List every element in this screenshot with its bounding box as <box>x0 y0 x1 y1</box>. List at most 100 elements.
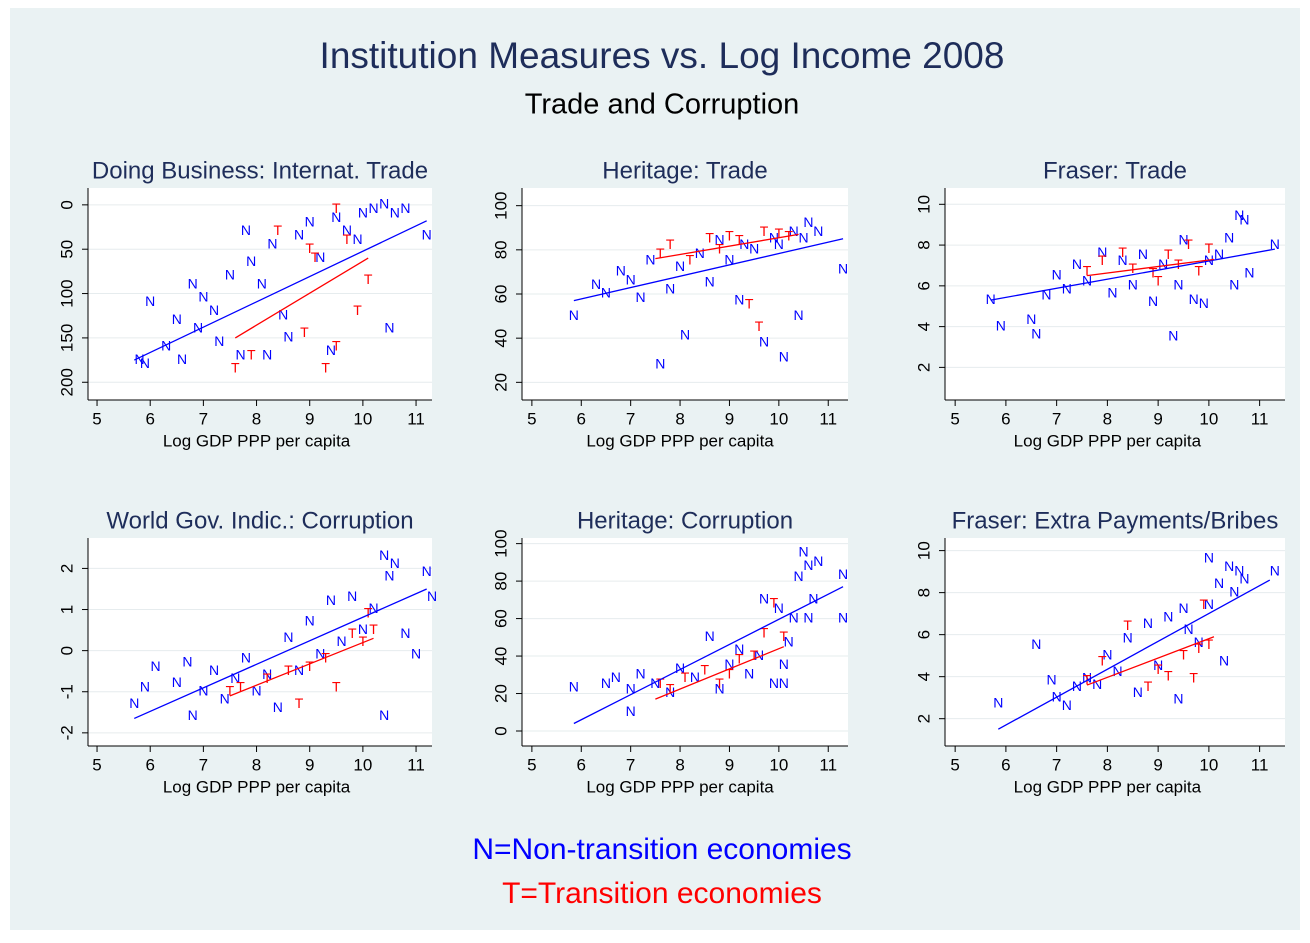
point-marker: T <box>1154 661 1163 677</box>
point-marker: N <box>1143 615 1153 631</box>
point-marker: N <box>774 600 784 616</box>
point-marker: N <box>257 275 267 291</box>
point-marker: N <box>789 609 799 625</box>
point-marker: N <box>1270 236 1280 252</box>
point-marker: N <box>611 669 621 685</box>
point-marker: N <box>569 679 579 695</box>
point-marker: N <box>715 680 725 696</box>
point-marker: N <box>188 707 198 723</box>
point-marker: N <box>705 274 715 290</box>
x-tick-label: 10 <box>353 755 372 774</box>
point-marker: N <box>1204 596 1214 612</box>
x-tick-label: 5 <box>950 409 959 428</box>
point-marker: T <box>1205 636 1214 652</box>
point-marker: T <box>311 249 320 265</box>
point-marker: N <box>1239 571 1249 587</box>
x-tick-label: 10 <box>353 409 372 428</box>
point-marker: N <box>172 674 182 690</box>
panel-title: Fraser: Trade <box>1043 157 1187 184</box>
fit-line <box>990 248 1275 301</box>
x-tick-label: 8 <box>675 409 684 428</box>
point-marker: T <box>236 678 245 694</box>
point-marker: N <box>1031 636 1041 652</box>
plot-area <box>945 188 1285 400</box>
point-marker: T <box>305 240 314 256</box>
x-tick-label: 6 <box>577 409 586 428</box>
point-marker: T <box>1098 252 1107 268</box>
fit-line <box>655 233 799 260</box>
point-marker: N <box>675 258 685 274</box>
point-marker: N <box>1148 293 1158 309</box>
x-tick-label: 11 <box>407 755 425 774</box>
point-marker: N <box>1189 291 1199 307</box>
point-marker: N <box>379 547 389 563</box>
point-marker: T <box>656 675 665 691</box>
point-marker: N <box>1229 277 1239 293</box>
point-marker: N <box>390 555 400 571</box>
y-tick-label: 40 <box>491 647 510 666</box>
point-marker: T <box>715 675 724 691</box>
subtitle: Trade and Corruption <box>525 89 800 121</box>
point-marker: N <box>230 670 240 686</box>
point-marker: N <box>1133 684 1143 700</box>
point-marker: N <box>803 609 813 625</box>
point-marker: T <box>364 271 373 287</box>
panel: Fraser: Trade 2 4 6 8 10 5 6 7 8 9 10 11 Log GDP PPP … <box>914 157 1285 450</box>
point-marker: N <box>808 591 818 607</box>
point-marker: N <box>754 647 764 663</box>
point-marker: T <box>364 604 373 620</box>
point-marker: N <box>337 633 347 649</box>
point-marker: N <box>1052 688 1062 704</box>
x-tick-label: 11 <box>819 755 837 774</box>
point-marker: T <box>750 647 759 663</box>
point-marker: N <box>650 675 660 691</box>
point-marker: N <box>803 214 813 230</box>
point-marker: T <box>332 678 341 694</box>
point-marker: N <box>1214 246 1224 262</box>
point-marker: N <box>1219 653 1229 669</box>
point-marker: N <box>1204 550 1214 566</box>
point-marker: N <box>368 200 378 216</box>
point-marker: N <box>326 592 336 608</box>
point-marker: T <box>295 695 304 711</box>
x-tick-label: 5 <box>92 755 101 774</box>
point-marker: T <box>745 296 754 312</box>
point-marker: N <box>129 695 139 711</box>
point-marker: N <box>759 333 769 349</box>
point-marker: N <box>715 232 725 248</box>
point-marker: T <box>656 245 665 261</box>
point-marker: T <box>1164 667 1173 683</box>
point-marker: N <box>1026 311 1036 327</box>
x-tick-label: 6 <box>577 755 586 774</box>
x-axis-label: Log GDP PPP per capita <box>586 777 774 796</box>
x-tick-label: 7 <box>199 409 208 428</box>
point-marker: N <box>1062 697 1072 713</box>
point-marker: N <box>347 588 357 604</box>
point-marker: T <box>755 318 764 334</box>
point-marker: N <box>798 544 808 560</box>
point-marker: N <box>794 568 804 584</box>
point-marker: N <box>1234 562 1244 578</box>
point-marker: N <box>1234 207 1244 223</box>
y-tick-label: 0 <box>57 646 76 655</box>
point-marker: N <box>1270 562 1280 578</box>
x-tick-label: 8 <box>252 755 261 774</box>
plot-area <box>945 538 1285 746</box>
point-marker: N <box>1153 657 1163 673</box>
point-marker: T <box>1194 640 1203 656</box>
point-marker: N <box>779 656 789 672</box>
point-marker: N <box>358 621 368 637</box>
y-tick-label: 100 <box>491 529 510 557</box>
point-marker: N <box>779 349 789 365</box>
point-marker: N <box>655 355 665 371</box>
point-marker: T <box>725 665 734 681</box>
point-marker: N <box>198 289 208 305</box>
x-tick-label: 5 <box>527 409 536 428</box>
point-marker: T <box>784 227 793 243</box>
point-marker: N <box>1062 281 1072 297</box>
point-marker: N <box>569 307 579 323</box>
point-marker: N <box>1102 646 1112 662</box>
fit-line <box>573 586 844 725</box>
point-marker: N <box>422 227 432 243</box>
y-tick-label: 100 <box>57 279 76 307</box>
